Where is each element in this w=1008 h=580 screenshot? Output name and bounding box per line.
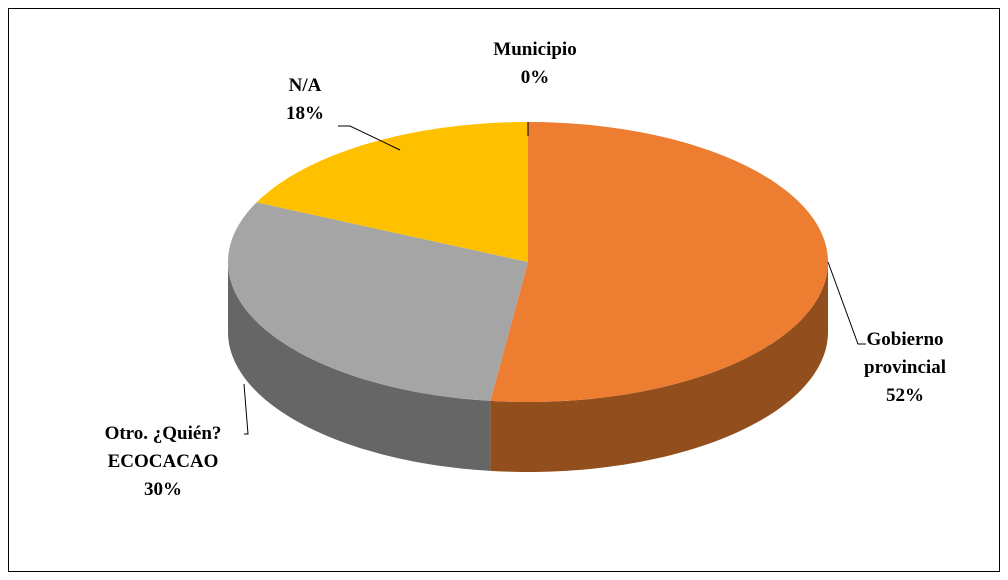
- pie-slice: [490, 122, 828, 472]
- label-name: Gobierno provincial: [864, 329, 946, 378]
- label-value: 0%: [520, 67, 550, 88]
- label-name: Municipio: [493, 39, 577, 60]
- label-name: N/A: [288, 75, 322, 96]
- slice-top: [228, 202, 528, 401]
- pie-slice: [256, 122, 528, 262]
- data-label: Gobierno provincial 52%: [850, 326, 960, 410]
- slice-top: [256, 122, 528, 262]
- leader-line: [243, 383, 249, 435]
- leader-line: [827, 261, 866, 345]
- slice-side: [228, 262, 491, 471]
- leader-line: [338, 125, 401, 151]
- data-label: N/A 18%: [240, 72, 370, 128]
- pie-slice: [228, 202, 528, 471]
- label-value: 52%: [886, 385, 924, 406]
- slice-side: [490, 262, 828, 472]
- label-value: 18%: [286, 103, 324, 124]
- data-label: Otro. ¿Quién? ECOCACAO 30%: [81, 420, 246, 504]
- label-value: 30%: [144, 479, 182, 500]
- label-name: Otro. ¿Quién? ECOCACAO: [104, 423, 222, 472]
- data-label: Municipio 0%: [470, 36, 600, 92]
- slice-top: [490, 122, 828, 402]
